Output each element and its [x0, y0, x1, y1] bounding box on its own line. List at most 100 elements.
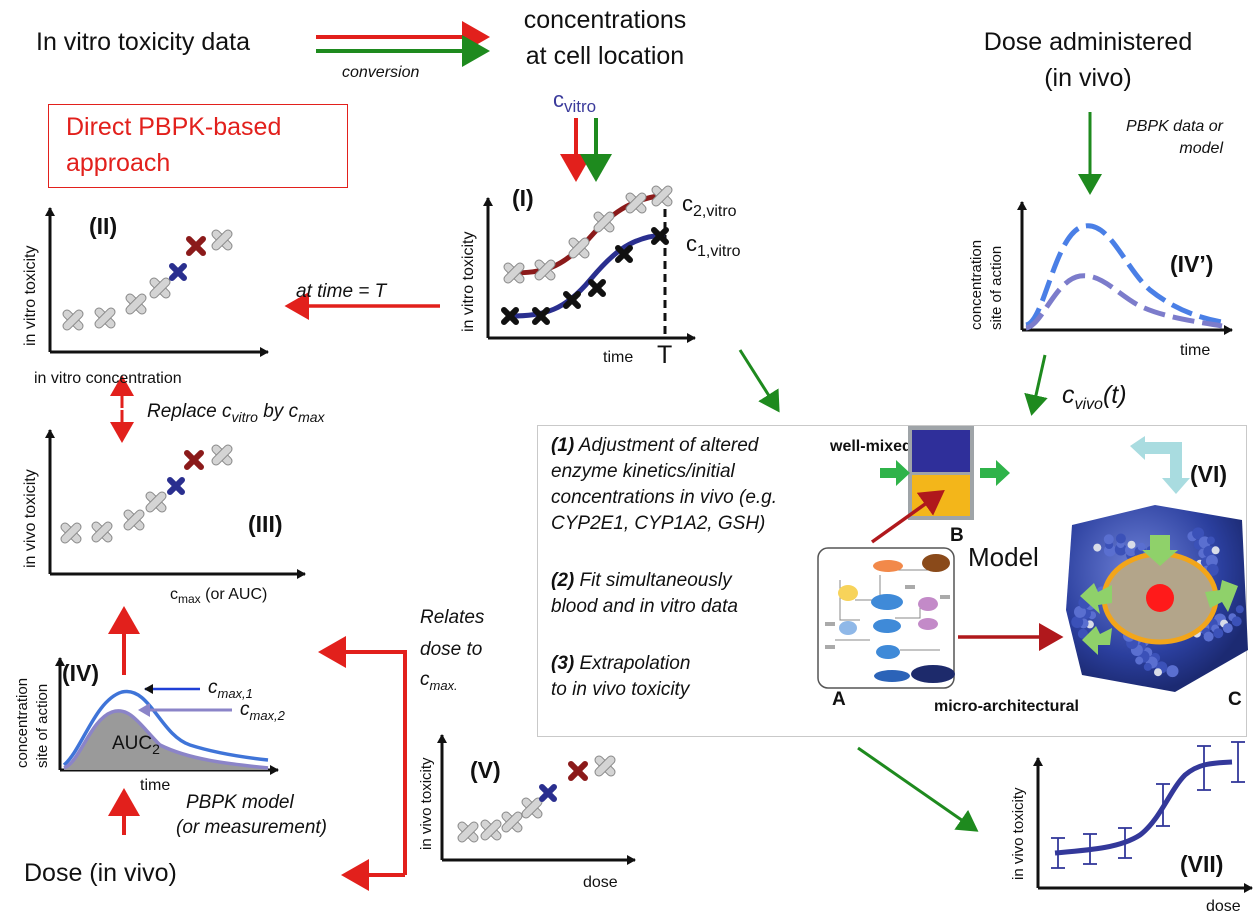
panel-VII-axes	[1033, 757, 1253, 893]
panel-VII-errorbar	[1083, 833, 1097, 865]
panel-II-marker	[149, 277, 171, 299]
panel-I-c2-marker	[568, 237, 590, 259]
well-mixed-label: well-mixed	[830, 438, 912, 455]
panel-I-axes	[483, 196, 696, 343]
item-3-line-2: to in vivo toxicity	[551, 679, 690, 700]
panel-III-marker	[91, 521, 113, 543]
panel-II-axes	[45, 207, 269, 357]
arrow-green-cvivo	[1024, 354, 1048, 416]
item-1-line-3: concentrations in vivo (e.g.	[551, 487, 778, 508]
panel-V-xlabel: dose	[583, 874, 618, 891]
cmax1-label: cmax,1	[208, 677, 253, 701]
well-mixed-top	[912, 430, 970, 472]
panel-III-xlabel: cmax (or AUC)	[170, 586, 268, 607]
relates-line-3: cmax.	[420, 669, 458, 693]
panel-V-marker	[457, 821, 479, 843]
approach-line-2: approach	[66, 149, 171, 177]
panel-I-c1-marker	[532, 307, 550, 325]
panel-II-xlabel: in vitro concentration	[34, 370, 182, 387]
item-1-line-4: CYP2E1, CYP1A2, GSH)	[551, 513, 766, 534]
relates-line-1: Relates	[420, 607, 485, 628]
panel-II-marker	[211, 229, 233, 251]
panel-IVp-xlabel: time	[1180, 342, 1211, 359]
dose-in-vivo-label: Dose (in vivo)	[24, 859, 177, 887]
panel-V-markers	[457, 755, 616, 843]
panel-III-marker	[211, 444, 233, 466]
arrow-green-I-to-model	[738, 349, 780, 413]
direct-pbpk-approach-box	[48, 104, 348, 188]
panel-VI-label: (VI)	[1190, 461, 1228, 487]
pbpk-model-line-1: PBPK model	[186, 792, 294, 813]
panel-VII-label: (VII)	[1180, 851, 1224, 877]
micro-architectural-model-C	[1066, 505, 1248, 692]
panel-II-marker	[62, 309, 84, 331]
item-2-line-1: (2) Fit simultaneously	[551, 570, 732, 591]
panel-I-c1-marker	[615, 245, 633, 263]
panel-II-markers	[62, 229, 233, 331]
replace-label: Replace cvitro by cmax	[147, 401, 325, 425]
panel-VII-errorbar	[1197, 745, 1211, 791]
panel-V-axes	[437, 734, 636, 865]
panel-V-label: (V)	[470, 757, 501, 783]
panel-I-markers	[501, 185, 673, 325]
panel-V-marker	[521, 797, 543, 819]
in-vitro-data-label: In vitro toxicity data	[36, 28, 250, 56]
panel-VII-xlabel: dose	[1206, 898, 1241, 915]
panel-IV-label: (IV)	[62, 660, 100, 686]
panel-IV-auc-area	[64, 710, 268, 770]
panel-II-marker	[94, 307, 116, 329]
panel-I-c2-marker	[534, 259, 556, 281]
well-mixed-bottom	[912, 475, 970, 516]
panel-I-T-label: T	[657, 341, 673, 369]
panel-V-marker	[501, 811, 523, 833]
cell-location-label: at cell location	[525, 42, 685, 70]
pbpk-data-label: PBPK data or	[1126, 118, 1223, 135]
arrow-green-to-VII	[857, 746, 979, 832]
arrow-relates-top	[318, 636, 407, 875]
panel-III-marker	[123, 509, 145, 531]
panel-IV-xlabel: time	[140, 777, 171, 794]
panel-VII-errorbars	[1051, 741, 1245, 869]
panel-I-c2-marker	[651, 185, 673, 207]
panel-V-c2-marker	[568, 761, 588, 781]
panel-I-c2-marker	[593, 211, 615, 233]
dose-administered-label: Dose administered	[983, 28, 1193, 56]
approach-line-1: Direct PBPK-based	[66, 113, 282, 141]
panel-IVp-curve-1	[1024, 223, 1223, 328]
panel-VII-errorbar	[1156, 783, 1170, 827]
panel-II-c1-marker	[169, 263, 187, 281]
panel-VII-errorbar	[1051, 837, 1065, 869]
c1-vitro-label: c1,vitro	[686, 231, 741, 260]
cmax2-label: cmax,2	[240, 699, 285, 723]
panel-I-label: (I)	[512, 185, 534, 211]
panel-I-c1-marker	[563, 291, 581, 309]
c2-vitro-label: c2,vitro	[682, 191, 737, 220]
green-arrow-in	[880, 460, 910, 486]
panel-I-xlabel: time	[603, 349, 634, 366]
pbpk-model-line-2: (or measurement)	[176, 817, 327, 838]
c-vitro-label: cvitro	[553, 87, 597, 116]
c-vivo-label: cvivo(t)	[1062, 381, 1127, 413]
panel-V-c1-marker	[539, 784, 557, 802]
panel-II-marker	[125, 293, 147, 315]
panel-IVp-axes	[1017, 201, 1233, 335]
micro-architectural-label: micro-architectural	[934, 698, 1079, 715]
panel-I-c1-marker	[651, 227, 669, 245]
label-A: A	[832, 689, 846, 710]
item-2-line-2: blood and in vitro data	[551, 596, 738, 617]
panel-I-c2-marker	[625, 192, 647, 214]
auc-label: AUC2	[112, 733, 160, 757]
panel-III-c1-marker	[167, 477, 185, 495]
item-3-line-1: (3) Extrapolation	[551, 653, 691, 674]
concentrations-label: concentrations	[523, 6, 687, 34]
panel-III-axes	[45, 429, 306, 579]
feedback-arrow-icon	[1130, 436, 1190, 494]
label-C: C	[1228, 689, 1242, 710]
panel-VII-errorbar	[1231, 741, 1245, 783]
model-label: Model	[968, 542, 1039, 572]
panel-VII-curve	[1054, 759, 1233, 856]
panel-IV-curve-cmax2	[63, 709, 269, 770]
